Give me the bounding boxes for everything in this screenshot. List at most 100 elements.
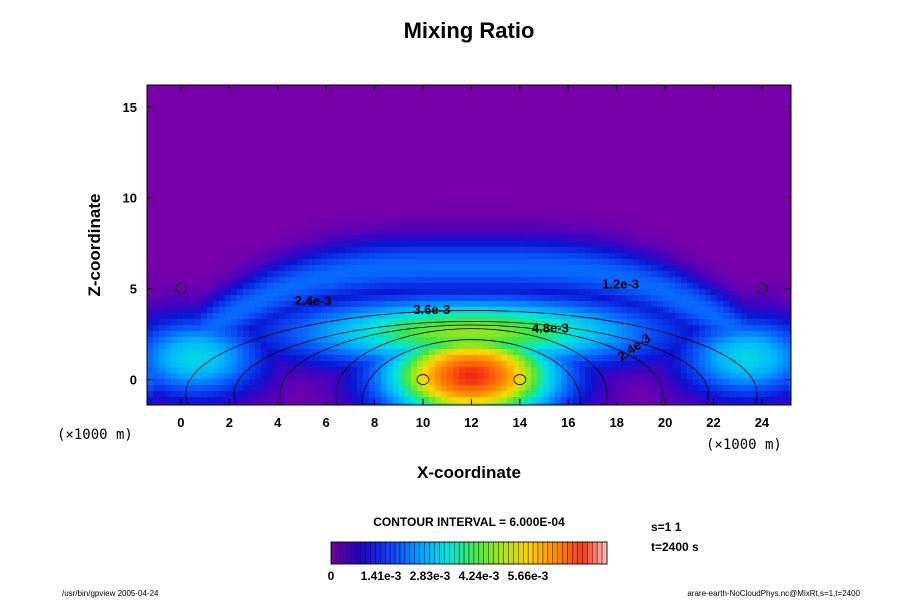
contour-line [513,374,527,385]
colorbar-swatch [444,541,450,565]
contour-line [362,339,581,405]
colorbar-swatch [478,541,484,565]
y-tick-label: 0 [130,373,137,388]
contour-plot-area [147,85,791,405]
x-axis-label: X-coordinate [417,463,521,482]
colorbar-swatch [468,541,475,565]
colorbar-tick-label: 1.41e-3 [361,569,402,583]
colorbar-swatch [562,541,568,565]
colorbar-swatch [518,541,524,565]
contour-label: 2.4e-3 [295,293,332,308]
colorbar-swatch [365,541,371,565]
annotation-step: s=1 1 [651,520,682,534]
colorbar-swatch [508,541,514,565]
colorbar-swatch [458,541,465,565]
colorbar-swatch [592,541,598,565]
colorbar-swatch [394,541,401,565]
contour-line [233,320,710,405]
colorbar-swatch [527,541,534,565]
footer-left: /usr/bin/gpview 2005-04-24 [62,589,159,598]
colorbar-swatch [523,541,529,565]
colorbar-swatch [596,541,603,565]
contour-line [279,324,664,405]
contour-label: 1.2e-3 [602,277,639,292]
x-tick-label: 12 [464,415,478,430]
colorbar-swatch [503,541,509,565]
colorbar-swatch [414,541,420,565]
colorbar-swatch [385,541,391,565]
colorbar-tick-label: 2.83e-3 [410,569,451,583]
colorbar-swatch [557,541,563,565]
x-tick-label: 10 [416,415,430,430]
x-tick-label: 8 [371,415,378,430]
contour-line [756,283,768,295]
colorbar-swatch [355,541,361,565]
chart-title: Mixing Ratio [404,18,535,43]
colorbar-swatch [454,541,460,565]
contour-interval-text: CONTOUR INTERVAL = 6.000E-04 [373,515,565,529]
colorbar-swatch [449,541,455,565]
colorbar-swatch [493,541,499,565]
x-tick-label: 6 [323,415,330,430]
colorbar-swatch [330,541,337,565]
colorbar-swatch [552,541,558,565]
contour-label: 3.6e-3 [413,302,450,317]
y-axis-unit: (×1000 m) [57,427,133,443]
x-tick-label: 24 [755,415,770,430]
colorbar-swatch [409,541,415,565]
colorbar-swatch [513,541,519,565]
colorbar-swatch [335,541,342,565]
colorbar-swatch [340,541,346,565]
colorbar-swatch [429,541,435,565]
colorbar-swatch [399,541,406,565]
contour-line [416,374,430,385]
annotation-time: t=2400 s [651,540,699,554]
colorbar-swatch [345,541,351,565]
contour-label: 4.8e-3 [532,320,569,335]
footer-right: arare-earth-NoCloudPhys.nc@MixRt,s=1,t=2… [687,589,860,598]
x-tick-label: 0 [177,415,184,430]
colorbar: 0 1.41e-3 2.83e-3 4.24e-3 5.66e-3 [328,541,608,583]
colorbar-frame [330,541,608,565]
colorbar-tick-label: 0 [328,569,335,583]
colorbar-swatch [582,541,588,565]
colorbar-swatch [434,541,440,565]
colorbar-swatch [577,541,583,565]
colorbar-tick-label: 5.66e-3 [508,569,549,583]
x-tick-label: 2 [226,415,233,430]
y-tick-label: 15 [123,100,137,115]
colorbar-swatch [532,541,539,565]
colorbar-swatch [404,541,411,565]
plot-frame [146,84,792,406]
colorbar-swatch [350,541,356,565]
x-axis-unit: (×1000 m) [706,437,782,453]
contour-line [175,283,187,295]
x-tick-label: 18 [609,415,623,430]
colorbar-swatch [473,541,480,565]
colorbar-swatch [587,541,593,565]
x-tick-label: 4 [274,415,282,430]
colorbar-swatch [498,541,504,565]
colorbar-swatch [488,541,494,565]
colorbar-swatch [463,541,470,565]
x-tick-label: 20 [658,415,672,430]
colorbar-tick-label: 4.24e-3 [459,569,500,583]
colorbar-swatch [389,541,396,565]
x-tick-label: 14 [513,415,528,430]
x-tick-label: 16 [561,415,575,430]
colorbar-swatch [483,541,489,565]
colorbar-swatch [601,541,608,565]
y-tick-label: 5 [130,282,137,297]
colorbar-swatch [567,541,573,565]
colorbar-swatch [542,541,549,565]
colorbar-swatch [375,541,381,565]
colorbar-swatch [380,541,386,565]
contour-line [185,310,758,405]
colorbar-swatch [370,541,376,565]
x-tick-label: 22 [706,415,720,430]
colorbar-swatch [537,541,544,565]
colorbar-swatch [547,541,553,565]
colorbar-swatch [572,541,578,565]
